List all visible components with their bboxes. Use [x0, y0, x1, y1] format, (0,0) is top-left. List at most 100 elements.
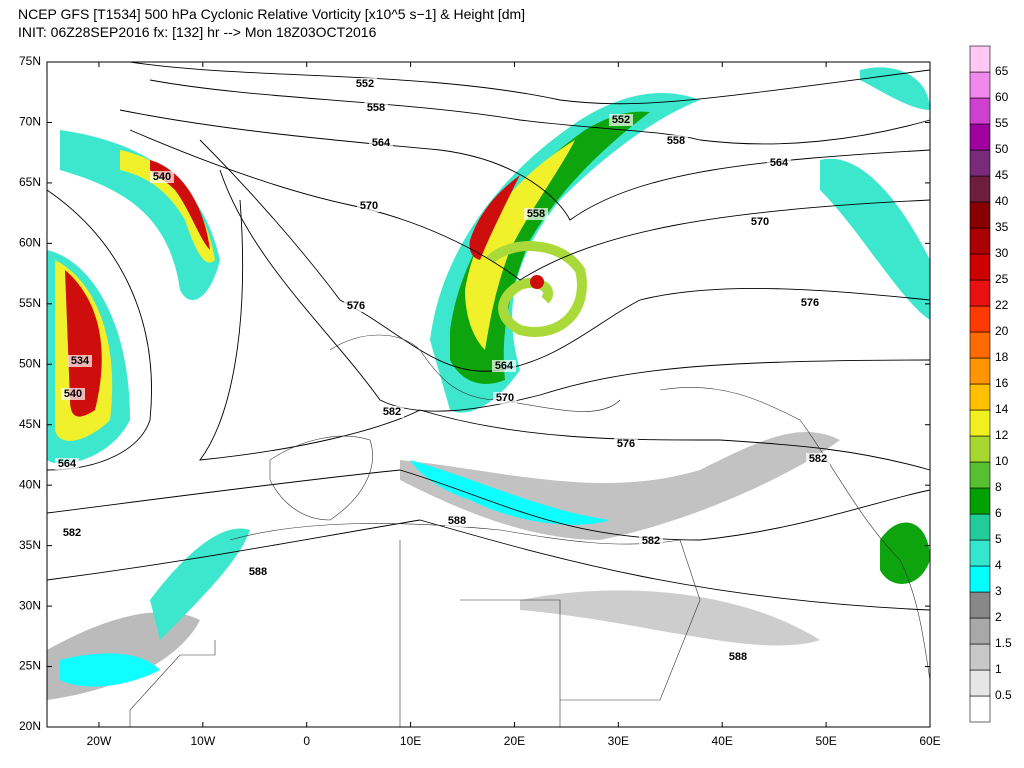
contour-label: 558: [667, 135, 685, 147]
colorbar-label: 0.5: [995, 688, 1012, 702]
axes: 75N 70N 65N 60N 55N 50N 45N 40N 35N 30N 25N 20N 20W 1…: [19, 54, 941, 748]
latitude-label: 55N: [19, 296, 41, 310]
longitude-label: 50E: [815, 734, 836, 748]
colorbar-label: 3: [995, 584, 1002, 598]
contour-label-bg: [748, 216, 772, 228]
contour-label: 534: [71, 355, 90, 367]
contour-label-bg: [524, 208, 548, 220]
contour-label: 576: [801, 297, 819, 309]
colorbar-label: 8: [995, 480, 1002, 494]
contour-label: 582: [642, 535, 660, 547]
colorbar-box: [969, 461, 991, 489]
colorbar-label: 18: [995, 350, 1009, 364]
latitude-label: 20N: [19, 719, 41, 733]
contour-label: 582: [63, 527, 81, 539]
contour-label-bg: [246, 566, 270, 578]
contour-label: 576: [347, 300, 365, 312]
contour-label-bg: [60, 527, 84, 539]
colorbar-box: [969, 71, 991, 99]
colorbar-box: [969, 591, 991, 619]
map-frame: [46, 61, 931, 728]
contour-label: 540: [64, 388, 82, 400]
colorbar-box: [969, 305, 991, 333]
longitude-label: 30E: [608, 734, 629, 748]
contour-label: 588: [249, 566, 267, 578]
contour-label-bg: [493, 392, 517, 404]
contour-label: 588: [729, 651, 747, 663]
contour-label: 552: [612, 114, 630, 126]
contour-label-bg: [767, 157, 791, 169]
contour-label: 582: [383, 406, 401, 418]
contour-label-bg: [369, 137, 393, 149]
colorbar-box: [969, 695, 991, 723]
colorbar-box: [969, 565, 991, 593]
colorbar-box: [969, 487, 991, 515]
contour-label: 540: [153, 171, 171, 183]
colorbar-label: 16: [995, 376, 1009, 390]
colorbar-box: [969, 409, 991, 437]
colorbar-label: 65: [995, 64, 1009, 78]
title-line: NCEP GFS [T1534] 500 hPa Cyclonic Relati…: [18, 6, 525, 22]
contour-label: 588: [448, 515, 466, 527]
colorbar-label: 5: [995, 532, 1002, 546]
colorbar-box: [969, 669, 991, 697]
contour-label-bg: [344, 300, 368, 312]
contour-label: 552: [356, 78, 374, 90]
latitude-label: 70N: [19, 115, 41, 129]
colorbar-box: [969, 175, 991, 203]
longitude-label: 20W: [87, 734, 112, 748]
colorbar-label: 60: [995, 90, 1009, 104]
colorbar-box: [969, 331, 991, 359]
colorbar-label: 20: [995, 324, 1009, 338]
contour-label: 570: [496, 392, 514, 404]
contour-label-bg: [68, 355, 92, 367]
contour-label-bg: [664, 135, 688, 147]
contour-label-bg: [353, 78, 377, 90]
latitude-label: 60N: [19, 236, 41, 250]
contour-label-bg: [639, 535, 663, 547]
colorbar-label: 1.5: [995, 636, 1012, 650]
colorbar-label: 35: [995, 220, 1009, 234]
latitude-label: 30N: [19, 598, 41, 612]
colorbar-label: 25: [995, 272, 1009, 286]
colorbar-label: 1: [995, 662, 1002, 676]
contour-label-bg: [609, 114, 633, 126]
colorbar-box: [969, 643, 991, 671]
colorbar-label: 45: [995, 168, 1009, 182]
colorbar-label: 6: [995, 506, 1002, 520]
colorbar-label: 55: [995, 116, 1009, 130]
contour-label-bg: [726, 651, 750, 663]
colorbar-box: [969, 357, 991, 385]
init-line: INIT: 06Z28SEP2016 fx: [132] hr --> Mon …: [18, 24, 377, 40]
colorbar-box: [969, 513, 991, 541]
contour-label-bg: [806, 453, 830, 465]
contour-label-bg: [357, 200, 381, 212]
colorbar-box: [969, 45, 991, 73]
colorbar-box: [969, 253, 991, 281]
contour-label-bg: [492, 360, 516, 372]
contour-label: 558: [527, 208, 545, 220]
contour-label: 570: [751, 216, 769, 228]
colorbar-box: [969, 617, 991, 645]
latitude-label: 40N: [19, 477, 41, 491]
latitude-label: 25N: [19, 659, 41, 673]
latitude-label: 35N: [19, 538, 41, 552]
contour-label: 570: [360, 200, 378, 212]
colorbar-label: 14: [995, 402, 1009, 416]
contour-label: 576: [617, 438, 635, 450]
contour-label-bg: [364, 102, 388, 114]
longitude-label: 10W: [190, 734, 215, 748]
contour-label: 564: [372, 137, 391, 149]
colorbar-label: 50: [995, 142, 1009, 156]
colorbar-box: [969, 149, 991, 177]
contour-label: 564: [58, 458, 77, 470]
colorbar-box: [969, 201, 991, 229]
contour-label-bg: [614, 438, 638, 450]
contour-label-bg: [150, 171, 174, 183]
colorbar-label: 12: [995, 428, 1009, 442]
colorbar: 0.511.5234568101214161820222530354045505…: [969, 45, 1012, 723]
colorbar-box: [969, 123, 991, 151]
latitude-label: 50N: [19, 356, 41, 370]
colorbar-label: 30: [995, 246, 1009, 260]
